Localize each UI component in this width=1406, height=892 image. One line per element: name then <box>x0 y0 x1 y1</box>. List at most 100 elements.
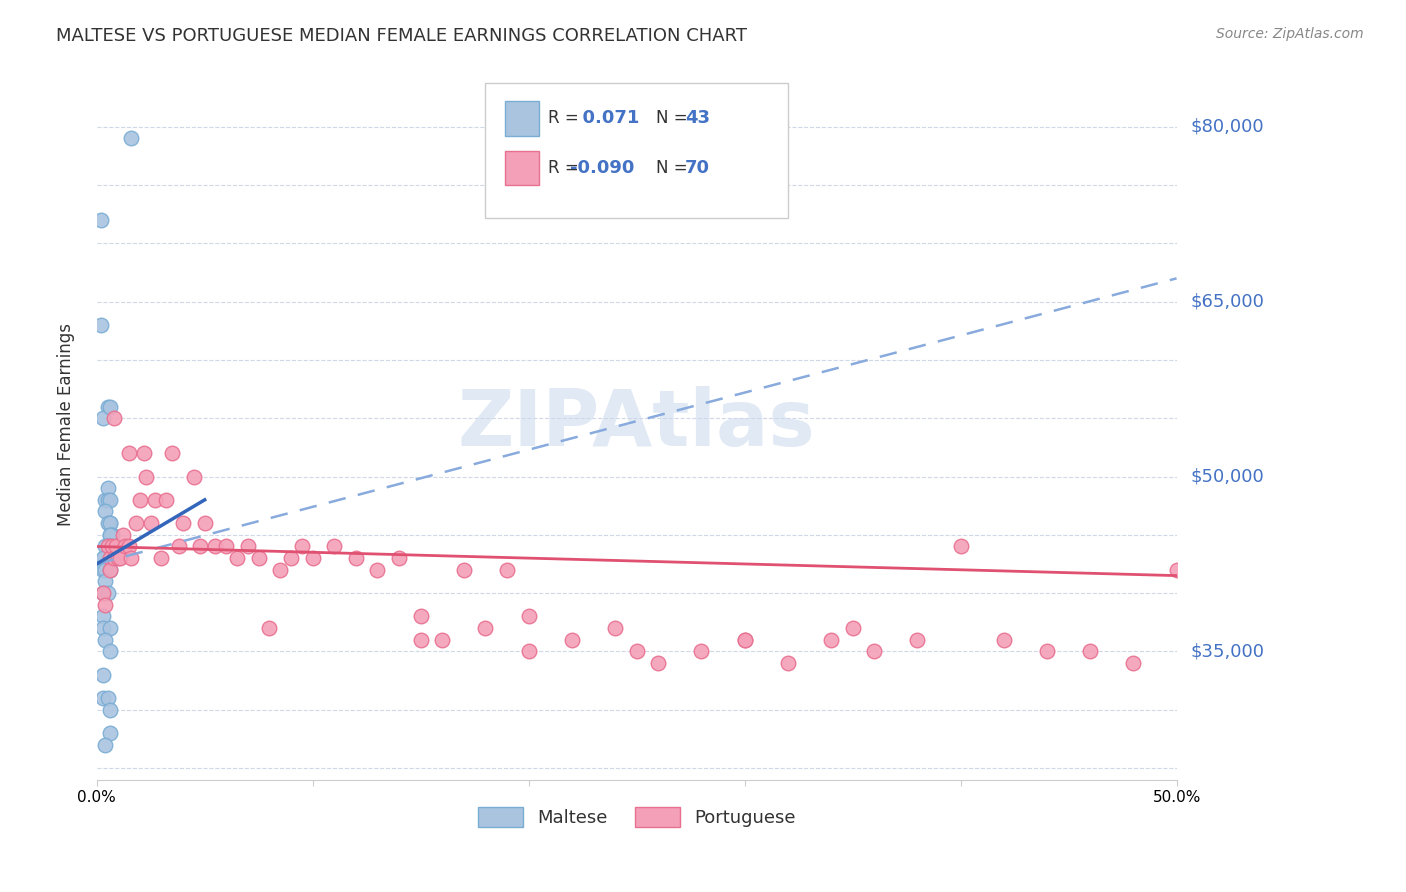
Point <box>94 551 117 566</box>
Point <box>344 551 367 566</box>
Point <box>103 411 125 425</box>
Text: R =: R = <box>548 110 579 128</box>
Point <box>139 516 162 530</box>
Point <box>120 131 142 145</box>
Text: 43: 43 <box>685 110 710 128</box>
Point <box>94 563 117 577</box>
Point <box>98 540 121 554</box>
Point <box>98 492 121 507</box>
Text: 70: 70 <box>685 159 710 178</box>
Point <box>236 540 259 554</box>
Y-axis label: Median Female Earnings: Median Female Earnings <box>58 323 75 525</box>
Point <box>301 551 323 566</box>
Point <box>172 516 194 530</box>
Point <box>91 667 114 681</box>
Text: Source: ZipAtlas.com: Source: ZipAtlas.com <box>1216 27 1364 41</box>
Point <box>94 574 117 589</box>
Point <box>1078 644 1101 658</box>
Point <box>94 492 117 507</box>
Point <box>94 632 117 647</box>
Point <box>111 528 134 542</box>
Point <box>143 492 166 507</box>
Point <box>105 540 128 554</box>
Point <box>194 516 217 530</box>
Point <box>91 563 114 577</box>
Point <box>101 528 124 542</box>
Point <box>98 621 121 635</box>
Point <box>91 551 114 566</box>
Point <box>226 551 249 566</box>
Point <box>155 492 177 507</box>
Point <box>905 632 928 647</box>
Point <box>98 703 121 717</box>
Point <box>98 551 121 566</box>
Point <box>96 516 118 530</box>
Point <box>91 586 114 600</box>
FancyBboxPatch shape <box>505 101 540 136</box>
Text: 0.071: 0.071 <box>569 110 640 128</box>
Point <box>94 504 117 518</box>
Point <box>101 540 124 554</box>
Point <box>96 400 118 414</box>
Point <box>96 586 118 600</box>
Point <box>98 528 121 542</box>
Point <box>291 540 314 554</box>
Point <box>409 632 432 647</box>
Point <box>120 551 142 566</box>
Text: R =: R = <box>548 159 579 178</box>
Point <box>647 656 669 670</box>
Point <box>134 446 156 460</box>
Point <box>90 318 112 332</box>
Point <box>94 540 117 554</box>
Point <box>190 540 212 554</box>
Point <box>94 551 117 566</box>
Text: $80,000: $80,000 <box>1191 118 1264 136</box>
Point <box>124 516 146 530</box>
Text: -0.090: -0.090 <box>569 159 634 178</box>
Point <box>776 656 799 670</box>
Point <box>474 621 496 635</box>
Point <box>96 540 118 554</box>
Point <box>96 492 118 507</box>
Point <box>90 213 112 227</box>
Point <box>98 644 121 658</box>
Point <box>96 551 118 566</box>
Point <box>96 691 118 706</box>
Point <box>91 609 114 624</box>
Point <box>118 540 141 554</box>
Point <box>114 540 136 554</box>
Point <box>259 621 281 635</box>
Point <box>409 609 432 624</box>
Point <box>91 691 114 706</box>
FancyBboxPatch shape <box>485 83 787 218</box>
Point <box>204 540 226 554</box>
Point <box>98 528 121 542</box>
Point <box>734 632 756 647</box>
Point <box>98 516 121 530</box>
Point <box>626 644 648 658</box>
Point <box>135 469 157 483</box>
Point <box>247 551 270 566</box>
Point <box>107 551 129 566</box>
Point <box>432 632 454 647</box>
Point <box>690 644 713 658</box>
Text: $35,000: $35,000 <box>1191 642 1264 660</box>
Point <box>91 586 114 600</box>
Point <box>603 621 626 635</box>
Point <box>150 551 173 566</box>
Point <box>98 563 121 577</box>
Point <box>98 516 121 530</box>
Point <box>863 644 886 658</box>
Point <box>129 492 152 507</box>
Point <box>110 551 132 566</box>
Point <box>167 540 190 554</box>
Point <box>94 598 117 612</box>
Point <box>183 469 205 483</box>
Point <box>1122 656 1144 670</box>
Point <box>453 563 475 577</box>
Point <box>269 563 291 577</box>
Point <box>96 540 118 554</box>
Point <box>561 632 583 647</box>
Point <box>517 644 540 658</box>
Point <box>1166 563 1188 577</box>
